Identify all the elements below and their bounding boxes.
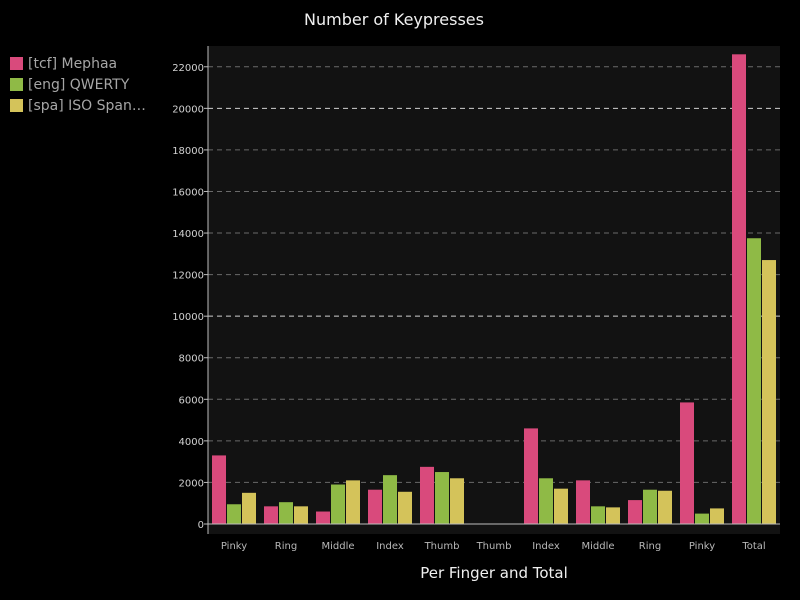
bar-3-3 xyxy=(346,480,360,524)
bar-2-1 xyxy=(227,504,241,524)
x-tick-label-10: Pinky xyxy=(689,541,715,552)
x-tick-label-3: Middle xyxy=(321,541,354,552)
bar-3-7 xyxy=(554,488,568,524)
legend-item-2: [eng] QWERTY xyxy=(10,74,146,95)
bar-1-4 xyxy=(368,489,382,524)
bar-2-9 xyxy=(643,489,657,524)
chart-title: Number of Keypresses xyxy=(304,10,484,29)
bar-1-11 xyxy=(732,54,746,524)
bar-2-5 xyxy=(435,472,449,524)
x-axis-label: Per Finger and Total xyxy=(420,564,568,582)
bar-2-2 xyxy=(279,502,293,524)
bar-2-3 xyxy=(331,484,345,524)
y-tick-label-6: 10000 xyxy=(172,312,204,323)
x-tick-label-4: Index xyxy=(376,541,404,552)
bar-2-7 xyxy=(539,478,553,524)
x-tick-label-7: Index xyxy=(532,541,560,552)
bar-1-3 xyxy=(316,511,330,524)
bar-3-10 xyxy=(710,508,724,524)
bar-1-2 xyxy=(264,506,278,524)
x-tick-label-1: Pinky xyxy=(221,541,247,552)
legend-swatch-3 xyxy=(10,99,23,112)
x-tick-label-5: Thumb xyxy=(424,541,460,552)
bar-3-1 xyxy=(242,492,256,524)
y-tick-label-5: 8000 xyxy=(179,354,204,365)
y-tick-label-1: 0 xyxy=(198,520,204,531)
bar-1-1 xyxy=(212,455,226,524)
legend-label-1: [tcf] Mephaa xyxy=(28,55,118,72)
y-tick-label-2: 2000 xyxy=(179,478,204,489)
legend-swatch-2 xyxy=(10,78,23,91)
bar-2-11 xyxy=(747,238,761,524)
legend-item-3: [spa] ISO Span… xyxy=(10,95,146,116)
bar-2-10 xyxy=(695,513,709,524)
legend-swatch-1 xyxy=(10,57,23,70)
x-tick-label-2: Ring xyxy=(275,541,297,552)
x-tick-label-8: Middle xyxy=(581,541,614,552)
bar-1-8 xyxy=(576,480,590,524)
y-tick-label-10: 18000 xyxy=(172,146,204,157)
bar-3-4 xyxy=(398,491,412,524)
y-tick-label-12: 22000 xyxy=(172,63,204,74)
bar-3-5 xyxy=(450,478,464,524)
y-tick-label-11: 20000 xyxy=(172,104,204,115)
plot-area xyxy=(208,46,780,534)
bar-3-11 xyxy=(762,260,776,524)
y-tick-label-8: 14000 xyxy=(172,229,204,240)
bar-3-2 xyxy=(294,506,308,524)
legend: [tcf] Mephaa [eng] QWERTY [spa] ISO Span… xyxy=(10,53,146,116)
legend-item-1: [tcf] Mephaa xyxy=(10,53,146,74)
x-tick-label-11: Total xyxy=(741,541,765,552)
bar-3-9 xyxy=(658,490,672,524)
bar-2-8 xyxy=(591,506,605,524)
legend-label-3: [spa] ISO Span… xyxy=(28,97,146,114)
y-tick-label-3: 4000 xyxy=(179,437,204,448)
bar-3-8 xyxy=(606,507,620,524)
bar-1-10 xyxy=(680,402,694,524)
y-tick-label-4: 6000 xyxy=(179,395,204,406)
x-tick-label-6: Thumb xyxy=(476,541,512,552)
bar-2-4 xyxy=(383,475,397,524)
bar-1-7 xyxy=(524,428,538,524)
legend-label-2: [eng] QWERTY xyxy=(28,76,130,93)
x-tick-label-9: Ring xyxy=(639,541,661,552)
bar-1-5 xyxy=(420,466,434,524)
y-tick-label-7: 12000 xyxy=(172,271,204,282)
bar-1-9 xyxy=(628,500,642,524)
y-tick-label-9: 16000 xyxy=(172,187,204,198)
